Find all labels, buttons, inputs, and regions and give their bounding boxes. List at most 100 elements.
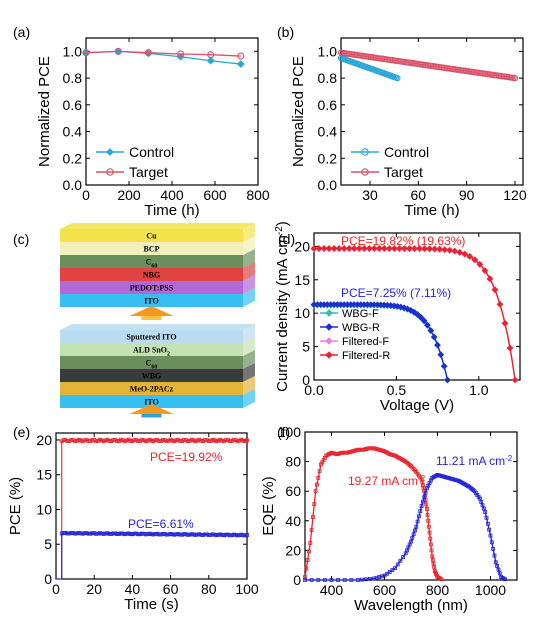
data-point xyxy=(117,532,121,536)
data-point xyxy=(172,439,177,444)
x-tick-label: 0 xyxy=(82,187,90,203)
x-tick-label: 0.5 xyxy=(387,382,407,398)
data-point xyxy=(417,313,425,321)
data-point xyxy=(111,531,116,536)
data-point xyxy=(316,578,321,582)
y-tick-label: 20 xyxy=(285,542,301,558)
y-tick-label: 5 xyxy=(44,536,52,552)
x-tick-label: 200 xyxy=(117,187,141,203)
data-point xyxy=(424,502,429,507)
data-point xyxy=(451,247,459,255)
data-point xyxy=(231,532,236,537)
data-point xyxy=(304,566,309,571)
data-point xyxy=(107,438,112,443)
data-point xyxy=(78,531,83,536)
data-point xyxy=(120,531,125,536)
data-point xyxy=(82,438,87,443)
y-tick-label: 20 xyxy=(294,238,310,254)
data-point xyxy=(429,548,434,553)
data-point xyxy=(360,577,364,582)
data-point xyxy=(189,437,194,442)
data-point xyxy=(106,148,114,156)
data-point xyxy=(320,245,328,252)
data-point xyxy=(417,514,421,519)
y-tick-label: 10 xyxy=(36,501,52,517)
layer-label: ITO xyxy=(144,297,159,306)
data-point xyxy=(309,578,314,582)
data-point xyxy=(231,437,236,442)
layer-side-face xyxy=(243,376,255,395)
data-point xyxy=(174,438,179,443)
y-tick-label: 0.2 xyxy=(63,150,83,166)
data-point xyxy=(349,578,354,582)
pce-annotation: PCE=19.82% (19.63%) xyxy=(341,234,465,248)
x-axis-label: Time (s) xyxy=(124,596,178,613)
data-point xyxy=(342,578,347,582)
y-tick-label: 0.8 xyxy=(63,70,83,86)
data-point xyxy=(329,578,334,582)
data-point xyxy=(427,327,435,334)
x-tick-label: 600 xyxy=(373,582,397,598)
data-point xyxy=(309,528,314,532)
data-point xyxy=(441,246,448,253)
axes-e: 0 20 40 60 80 100 0 5 10 15 20 Time (s) PCE (%) PCE=1… xyxy=(7,432,259,613)
data-point xyxy=(471,256,479,263)
layer-ito xyxy=(60,294,243,307)
data-point xyxy=(218,532,223,537)
data-point xyxy=(235,533,240,538)
data-point xyxy=(466,253,474,260)
data-point xyxy=(182,438,186,442)
y-axis-label: Normalized PCE xyxy=(36,56,53,167)
data-point xyxy=(73,439,77,444)
data-point xyxy=(414,311,421,318)
data-point xyxy=(141,531,146,536)
y-tick-label: 60 xyxy=(285,483,301,499)
data-point xyxy=(199,532,204,537)
data-point xyxy=(144,49,152,57)
y-axis-label: Current density (mA cm-2) xyxy=(274,221,292,392)
data-point xyxy=(206,439,211,444)
x-axis-label: Wavelength (nm) xyxy=(354,597,468,614)
data-point xyxy=(424,507,429,511)
data-point xyxy=(107,531,112,536)
data-point xyxy=(424,321,431,329)
data-point xyxy=(132,438,137,442)
data-point xyxy=(201,533,205,537)
data-point xyxy=(168,437,173,442)
data-point xyxy=(185,532,190,537)
data-point xyxy=(130,532,135,537)
data-point xyxy=(189,532,194,537)
data-point xyxy=(183,532,188,537)
data-point xyxy=(317,469,322,474)
data-point xyxy=(126,531,131,536)
data-point xyxy=(364,577,368,582)
layer-side-face xyxy=(243,363,255,382)
layer-pedot-pss xyxy=(60,281,243,294)
data-point xyxy=(411,532,416,537)
data-point xyxy=(113,531,118,536)
data-point xyxy=(75,438,79,443)
data-point xyxy=(145,532,150,536)
data-point xyxy=(330,245,338,252)
data-point xyxy=(210,437,215,442)
data-point xyxy=(63,530,68,535)
y-axis-label: EQE (%) xyxy=(260,476,277,535)
data-point xyxy=(103,438,108,443)
data-point xyxy=(245,438,249,443)
data-point xyxy=(153,532,158,536)
panel-label-a: (a) xyxy=(13,24,30,40)
data-point xyxy=(128,532,133,536)
data-point xyxy=(325,323,333,331)
layer-side-face xyxy=(243,275,255,294)
data-point xyxy=(311,515,315,519)
data-point xyxy=(212,438,217,443)
y-tick-label: 5 xyxy=(302,339,310,355)
data-point xyxy=(115,532,120,536)
data-point xyxy=(149,438,154,443)
data-point xyxy=(96,438,100,443)
data-point xyxy=(147,437,152,442)
y-tick-label: 0.0 xyxy=(63,177,83,193)
data-point xyxy=(111,438,116,442)
layer-side-face xyxy=(243,350,255,369)
